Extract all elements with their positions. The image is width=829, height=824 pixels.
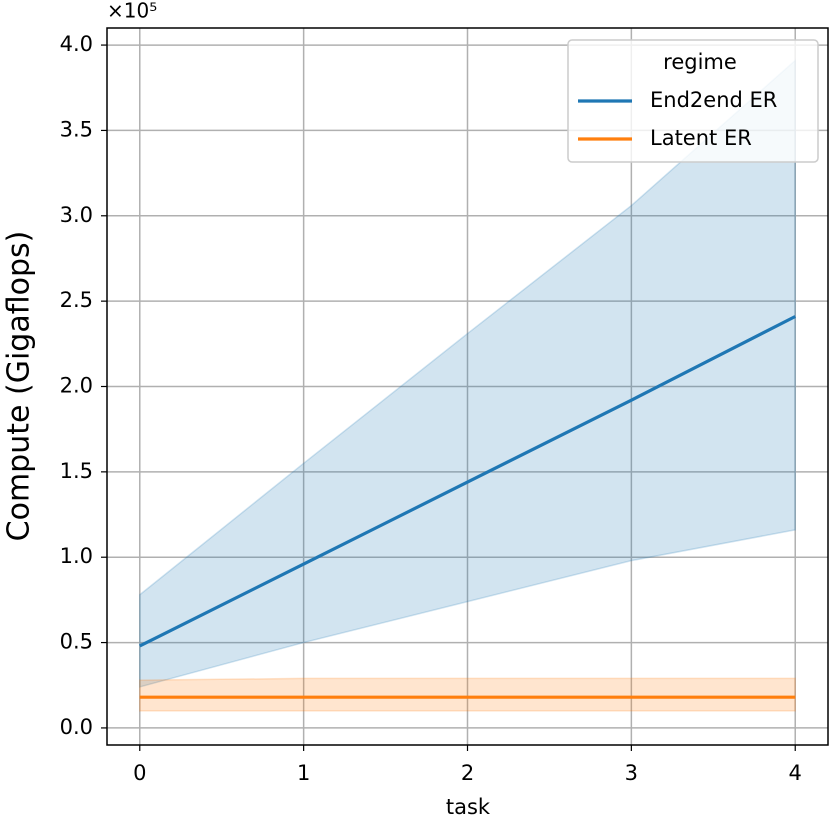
x-tick-label: 2 xyxy=(461,761,474,785)
y-tick-label: 3.5 xyxy=(60,117,93,141)
y-tick-label: 2.5 xyxy=(60,288,93,312)
y-axis-label: Compute (Gigaflops) xyxy=(2,231,37,542)
y-tick-label: 0.5 xyxy=(60,630,93,654)
y-tick-label: 3.0 xyxy=(60,203,93,227)
confidence-band xyxy=(139,58,796,688)
x-tick-label: 0 xyxy=(133,761,146,785)
y-offset-label: ×10⁵ xyxy=(107,0,157,23)
legend-title: regime xyxy=(663,50,737,74)
line xyxy=(139,315,796,648)
y-tick-label: 1.5 xyxy=(60,459,93,483)
x-tick-label: 1 xyxy=(297,761,310,785)
legend: regime End2end ER Latent ER xyxy=(567,39,819,163)
y-tick-label: 4.0 xyxy=(60,32,93,56)
confidence-band xyxy=(139,677,796,712)
legend-label: Latent ER xyxy=(650,126,752,150)
x-tick-label: 3 xyxy=(625,761,638,785)
y-tick-label: 0.0 xyxy=(60,715,93,739)
y-tick-label: 1.0 xyxy=(60,544,93,568)
legend-box xyxy=(567,39,819,163)
legend-label: End2end ER xyxy=(650,88,777,112)
y-tick-label: 2.0 xyxy=(60,374,93,398)
x-axis-label: task xyxy=(446,795,491,819)
x-tick-label: 4 xyxy=(789,761,802,785)
plot-frame xyxy=(106,27,829,746)
